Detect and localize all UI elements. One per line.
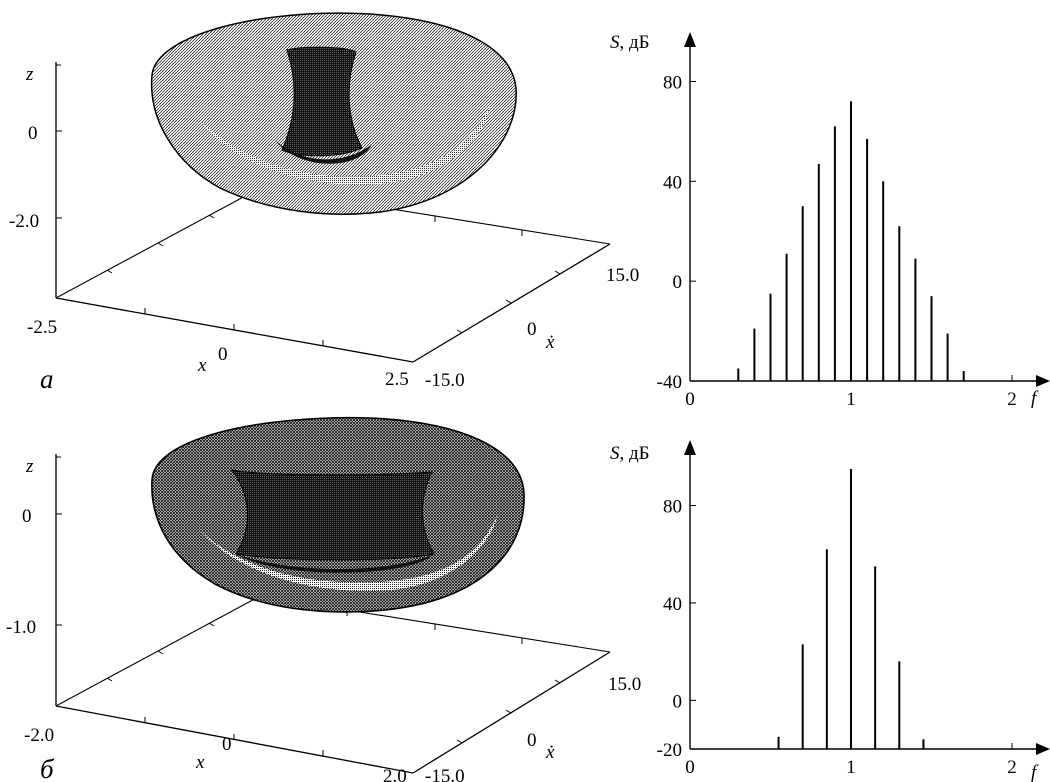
z-axis-label-b: z — [25, 456, 34, 477]
spectrum-b-ytick-label-3: -20 — [657, 740, 682, 761]
x-axis-label-b: x — [195, 752, 205, 773]
panel-letter-b: б — [40, 754, 55, 782]
spectrum-b-ylabel: S, дБ — [610, 443, 650, 464]
spectrum-a-xtick-label-2: 2 — [1007, 389, 1017, 410]
x-tick-a-2: 2.5 — [385, 369, 409, 390]
spectrum-a-ytick-label-1: 40 — [663, 172, 682, 193]
spectrum-a-x-arrow — [1036, 375, 1050, 387]
spectrum-a-xlabel: f — [1031, 388, 1039, 409]
z-tick-b-1: -1.0 — [6, 617, 36, 638]
x-axis-label-a: x — [197, 355, 207, 376]
xdot-axis-b — [412, 651, 611, 774]
spectrum-b-ytick-label-2: 0 — [673, 691, 683, 712]
spectrum-a-ytick-label-3: -40 — [657, 372, 682, 393]
xdot-tick-b-2: -15.0 — [425, 766, 465, 782]
xdot-axis-a — [412, 243, 611, 363]
spectrum-b-bars — [777, 469, 925, 749]
x-tick-b-2: 2.0 — [383, 766, 407, 782]
spectrum-a-yticks: 80 40 0 -40 — [657, 72, 696, 393]
xdot-tick-a-1: 0 — [527, 319, 537, 340]
torus-underside-b — [200, 514, 498, 591]
spectrum-a-bars — [737, 101, 965, 381]
xdot-tick-b-0: 15.0 — [608, 674, 641, 695]
torus-throat-base-a — [275, 140, 372, 164]
phase-portrait-b: z 0 -1.0 -2.0 0 2.0 x 15.0 0 -15.0 ẋ б — [6, 416, 641, 782]
ticks-b — [56, 456, 561, 756]
spectrum-b-x-arrow — [1036, 743, 1050, 755]
xdot-tick-a-0: 15.0 — [606, 265, 639, 286]
x-tick-b-1: 0 — [222, 734, 232, 755]
spectrum-a-ylabel: S, дБ — [610, 32, 650, 53]
z-tick-a-1: -2.0 — [9, 211, 39, 232]
spectrum-b-ytick-label-1: 40 — [663, 594, 682, 615]
spectrum-a-xtick-label-0: 0 — [685, 389, 695, 410]
xdot-tick-b-1: 0 — [527, 730, 537, 751]
torus-hole-b — [230, 469, 435, 561]
torus-hole-a — [281, 46, 363, 157]
spectrum-b-ylabel-unit: , дБ — [620, 443, 650, 464]
z-axis-label-a: z — [25, 64, 34, 85]
spectrum-b-yticks: 80 40 0 -20 — [657, 497, 696, 761]
spectrum-a-ytick-label-2: 0 — [673, 272, 683, 293]
z-tick-b-0: 0 — [22, 506, 32, 527]
x-tick-a-0: -2.5 — [27, 317, 57, 338]
spectrum-a-ylabel-symbol: S — [610, 32, 620, 53]
spectrum-b-y-arrow — [684, 440, 696, 455]
spectrum-a-ylabel-unit: , дБ — [620, 32, 650, 53]
torus-underside-a — [200, 105, 490, 185]
spectrum-a-ytick-label-0: 80 — [663, 72, 682, 93]
spectrum-b-ytick-label-0: 80 — [663, 497, 682, 518]
spectrum-b-ylabel-symbol: S — [610, 443, 620, 464]
xdot-axis-label-a: ẋ — [545, 332, 555, 353]
spectrum-b-xtick-label-2: 2 — [1007, 757, 1017, 778]
x-tick-b-0: -2.0 — [24, 725, 54, 746]
spectrum-b-xtick-label-1: 1 — [846, 757, 856, 778]
spectrum-b-xtick-label-0: 0 — [685, 757, 695, 778]
spectrum-a-y-arrow — [684, 32, 696, 47]
panel-letter-a: а — [40, 364, 54, 394]
spectrum-a-xtick-label-1: 1 — [846, 389, 856, 410]
z-tick-a-0: 0 — [28, 123, 38, 144]
phase-portrait-a: z 0 -2.0 -2.5 0 2.5 x 15.0 0 -15.0 ẋ а — [9, 12, 639, 394]
xdot-axis-label-b: ẋ — [545, 742, 555, 763]
spectrum-b-xlabel: f — [1031, 762, 1039, 782]
xdot-tick-a-2: -15.0 — [425, 370, 465, 391]
torus-throat-base-b — [236, 554, 434, 573]
x-tick-a-1: 0 — [218, 344, 228, 365]
